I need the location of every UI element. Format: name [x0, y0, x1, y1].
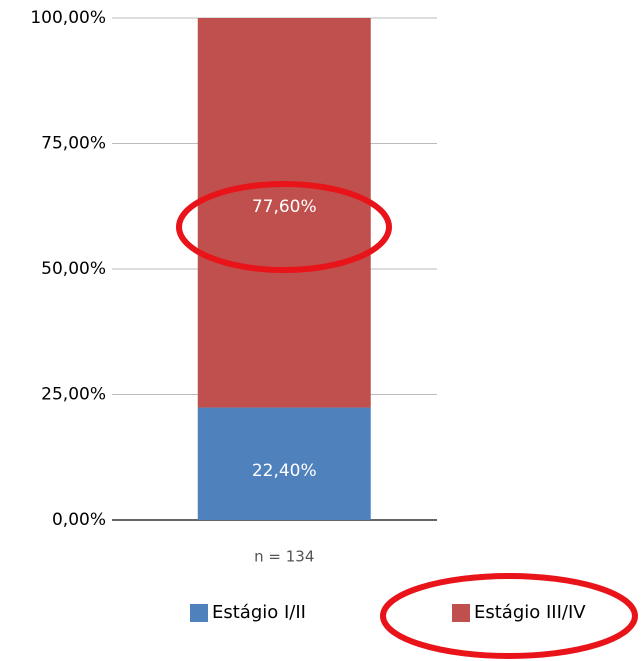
legend-label: Estágio I/II	[212, 602, 306, 623]
y-tick-label: 75,00%	[41, 134, 106, 154]
highlight-ellipse	[176, 181, 392, 273]
x-tick-label: n = 134	[254, 548, 314, 566]
legend-swatch	[190, 604, 208, 622]
legend-swatch	[452, 604, 470, 622]
y-tick-label: 100,00%	[30, 8, 106, 28]
data-label: 77,60%	[252, 197, 317, 217]
y-tick-label: 25,00%	[41, 385, 106, 405]
y-tick-label: 0,00%	[52, 510, 106, 530]
bar-segment	[197, 18, 371, 408]
y-tick-label: 50,00%	[41, 259, 106, 279]
highlight-ellipse	[380, 573, 638, 659]
bar-segment	[197, 407, 371, 520]
plot-area: 0,00% 25,00% 50,00% 75,00% 100,00% 22,40% 77,6…	[30, 8, 586, 623]
legend-label: Estágio III/IV	[474, 602, 586, 623]
data-label: 22,40%	[252, 461, 317, 481]
